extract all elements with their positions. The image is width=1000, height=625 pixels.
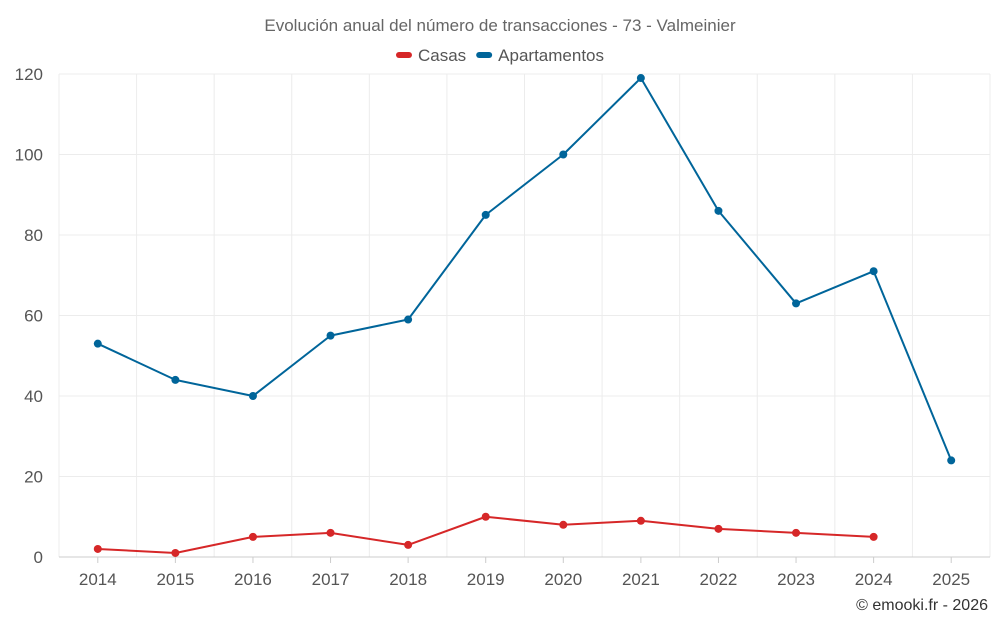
x-tick-label: 2025 bbox=[932, 570, 970, 589]
y-tick-label: 100 bbox=[15, 146, 43, 165]
data-point[interactable] bbox=[171, 548, 180, 557]
series-apartamentos bbox=[93, 74, 956, 465]
series-line-apartamentos bbox=[97, 77, 953, 461]
y-axis: 0 20 40 60 80 100 120 bbox=[15, 65, 43, 567]
data-point[interactable] bbox=[792, 299, 801, 308]
data-point[interactable] bbox=[326, 528, 335, 537]
data-point[interactable] bbox=[947, 456, 956, 465]
y-tick-label: 20 bbox=[24, 468, 43, 487]
data-point[interactable] bbox=[404, 315, 413, 324]
data-point[interactable] bbox=[93, 544, 102, 553]
x-tick-label: 2023 bbox=[777, 570, 815, 589]
x-tick-label: 2022 bbox=[700, 570, 738, 589]
data-point[interactable] bbox=[636, 516, 645, 525]
data-point[interactable] bbox=[869, 532, 878, 541]
x-tick-label: 2016 bbox=[234, 570, 272, 589]
data-point[interactable] bbox=[404, 540, 413, 549]
y-tick-label: 120 bbox=[15, 65, 43, 84]
data-point[interactable] bbox=[481, 512, 490, 521]
data-point[interactable] bbox=[714, 524, 723, 533]
credit-text: © emooki.fr - 2026 bbox=[856, 597, 988, 614]
x-axis: 2014 2015 2016 2017 2018 2019 2020 2021 2022 2023… bbox=[79, 557, 970, 589]
legend-item-apartamentos[interactable]: Apartamentos bbox=[476, 46, 604, 65]
data-point[interactable] bbox=[636, 74, 645, 83]
x-tick-label: 2021 bbox=[622, 570, 660, 589]
x-tick-label: 2018 bbox=[389, 570, 427, 589]
series-layer bbox=[93, 74, 956, 557]
x-tick-label: 2020 bbox=[544, 570, 582, 589]
x-tick-label: 2014 bbox=[79, 570, 117, 589]
data-point[interactable] bbox=[248, 392, 257, 400]
x-tick-label: 2024 bbox=[855, 570, 893, 589]
legend-item-casas[interactable]: Casas bbox=[395, 46, 466, 65]
y-tick-label: 40 bbox=[24, 387, 43, 406]
data-point[interactable] bbox=[869, 267, 878, 276]
chart-title: Evolución anual del número de transaccio… bbox=[264, 16, 736, 35]
data-point[interactable] bbox=[559, 150, 568, 159]
data-point[interactable] bbox=[714, 206, 723, 215]
data-point[interactable] bbox=[481, 210, 490, 219]
y-tick-label: 0 bbox=[34, 548, 43, 567]
data-point[interactable] bbox=[248, 532, 257, 541]
legend: Casas Apartamentos bbox=[395, 46, 604, 65]
y-tick-label: 80 bbox=[24, 226, 43, 245]
legend-swatch bbox=[476, 52, 493, 58]
data-point[interactable] bbox=[171, 375, 180, 384]
x-tick-label: 2017 bbox=[312, 570, 350, 589]
legend-swatch bbox=[395, 52, 412, 58]
y-tick-label: 60 bbox=[24, 307, 43, 326]
x-tick-label: 2019 bbox=[467, 570, 505, 589]
series-casas bbox=[93, 512, 878, 557]
legend-label: Casas bbox=[418, 46, 466, 65]
legend-label: Apartamentos bbox=[498, 46, 604, 65]
data-point[interactable] bbox=[93, 339, 102, 348]
grid bbox=[58, 73, 991, 558]
x-tick-label: 2015 bbox=[156, 570, 194, 589]
data-point[interactable] bbox=[326, 331, 335, 340]
data-point[interactable] bbox=[559, 520, 568, 529]
data-point[interactable] bbox=[792, 528, 801, 537]
